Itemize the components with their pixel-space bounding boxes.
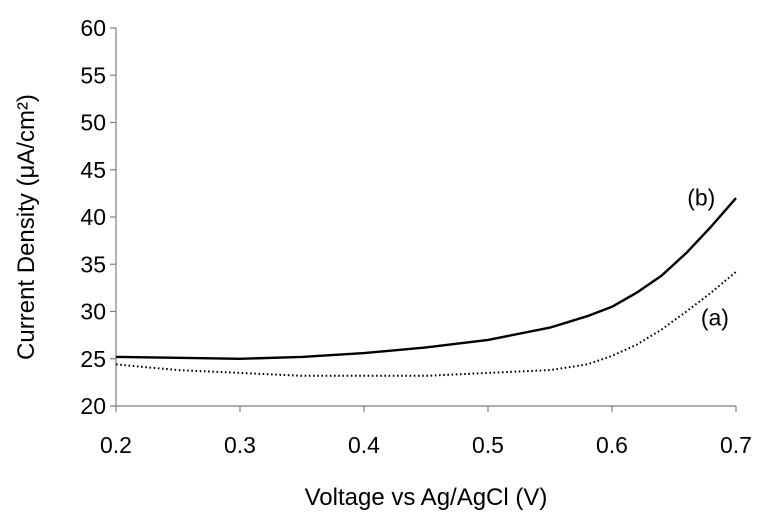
series-line-b xyxy=(115,197,737,360)
series-layer xyxy=(115,197,737,377)
y-tick-label: 60 xyxy=(80,15,106,41)
y-tick-label: 50 xyxy=(80,110,106,136)
curve-label: (a) xyxy=(701,305,729,331)
y-axis-title: Current Density (μA/cm²) xyxy=(13,94,40,360)
x-tick-label: 0.2 xyxy=(100,432,132,458)
annotation-layer: (b) (a) xyxy=(687,185,729,331)
y-tick-label: 20 xyxy=(80,393,106,419)
x-axis-title: Voltage vs Ag/AgCl (V) xyxy=(305,484,548,511)
y-axis-ticks: 20 25 30 35 40 45 50 55 60 xyxy=(80,15,116,419)
x-axis-ticks: 0.2 0.3 0.4 0.5 0.6 0.7 xyxy=(100,406,752,458)
y-tick-label: 55 xyxy=(80,62,106,88)
y-tick-label: 35 xyxy=(80,251,106,277)
x-tick-label: 0.4 xyxy=(348,432,380,458)
curve-label: (b) xyxy=(687,185,715,211)
y-tick-label: 45 xyxy=(80,157,106,183)
y-tick-label: 40 xyxy=(80,204,106,230)
x-tick-label: 0.6 xyxy=(596,432,628,458)
x-tick-label: 0.7 xyxy=(720,432,752,458)
x-tick-label: 0.3 xyxy=(224,432,256,458)
y-tick-label: 30 xyxy=(80,299,106,325)
x-tick-label: 0.5 xyxy=(472,432,504,458)
y-tick-label: 25 xyxy=(80,346,106,372)
